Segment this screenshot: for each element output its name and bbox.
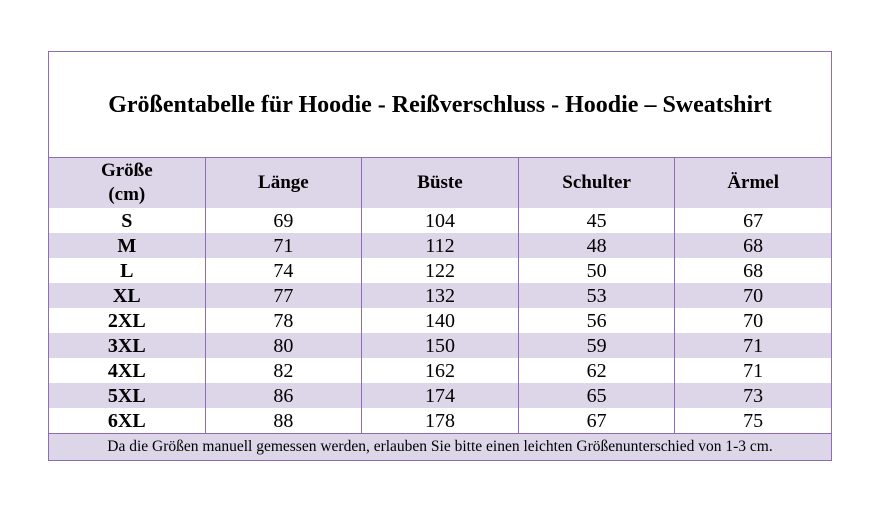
- cell-sleeve: 70: [743, 284, 764, 307]
- table-row: M 71 112 48 68: [49, 233, 831, 258]
- cell-shoulder: 67: [519, 408, 676, 433]
- cell-length: 69: [206, 208, 363, 233]
- table-row: 5XL 86 174 65 73: [49, 383, 831, 408]
- table-row: 6XL 88 178 67 75: [49, 408, 831, 433]
- cell-shoulder: 59: [519, 333, 676, 358]
- cell-length: 80: [206, 333, 363, 358]
- table-row: 3XL 80 150 59 71: [49, 333, 831, 358]
- cell-size: 4XL: [49, 358, 206, 383]
- cell-shoulder: 45: [519, 208, 676, 233]
- cell-length: 82: [206, 358, 363, 383]
- cell-shoulder: 50: [519, 258, 676, 283]
- cell-length: 78: [206, 308, 363, 333]
- cell-size: 2XL: [49, 308, 206, 333]
- header-shoulder: Schulter: [519, 158, 676, 208]
- cell-size: 3XL: [49, 333, 206, 358]
- cell-bust: 178: [362, 408, 519, 433]
- cell-sleeve: 68: [743, 234, 764, 257]
- table-row: 2XL 78 140 56 70: [49, 308, 831, 333]
- table-title: Größentabelle für Hoodie - Reißverschlus…: [49, 52, 831, 158]
- header-length: Länge: [206, 158, 363, 208]
- cell-length: 88: [206, 408, 363, 433]
- cell-length: 71: [206, 233, 363, 258]
- cell-bust: 140: [362, 308, 519, 333]
- cell-length: 77: [206, 283, 363, 308]
- table-row: S 69 104 45 67: [49, 208, 831, 233]
- cell-bust: 112: [362, 233, 519, 258]
- cell-sleeve: 75: [743, 409, 764, 432]
- cell-length: 86: [206, 383, 363, 408]
- cell-sleeve: 71: [743, 334, 764, 357]
- cell-shoulder: 56: [519, 308, 676, 333]
- cell-size: M: [49, 233, 206, 258]
- cell-bust: 104: [362, 208, 519, 233]
- cell-shoulder: 62: [519, 358, 676, 383]
- cell-sleeve: 71: [743, 359, 764, 382]
- cell-bust: 150: [362, 333, 519, 358]
- cell-sleeve: 73: [743, 384, 764, 407]
- cell-shoulder: 48: [519, 233, 676, 258]
- footnote: Da die Größen manuell gemessen werden, e…: [49, 433, 831, 460]
- table-row: 4XL 82 162 62 71: [49, 358, 831, 383]
- cell-size: 6XL: [49, 408, 206, 433]
- cell-sleeve: 70: [743, 309, 764, 332]
- table-row: XL 77 132 53 70: [49, 283, 831, 308]
- table-row: L 74 122 50 68: [49, 258, 831, 283]
- cell-shoulder: 65: [519, 383, 676, 408]
- cell-sleeve: 67: [743, 209, 764, 232]
- header-row: Größe (cm) Länge Büste Schulter Ärmel: [49, 158, 831, 208]
- cell-size: L: [49, 258, 206, 283]
- cell-sleeve: 68: [743, 259, 764, 282]
- cell-bust: 174: [362, 383, 519, 408]
- cell-size: XL: [49, 283, 206, 308]
- cell-shoulder: 53: [519, 283, 676, 308]
- header-bust: Büste: [362, 158, 519, 208]
- header-size: Größe (cm): [49, 158, 206, 208]
- cell-length: 74: [206, 258, 363, 283]
- cell-bust: 122: [362, 258, 519, 283]
- cell-bust: 132: [362, 283, 519, 308]
- size-chart-table: Größentabelle für Hoodie - Reißverschlus…: [48, 51, 832, 461]
- header-sleeve: Ärmel: [727, 172, 780, 193]
- cell-size: 5XL: [49, 383, 206, 408]
- cell-size: S: [49, 208, 206, 233]
- cell-bust: 162: [362, 358, 519, 383]
